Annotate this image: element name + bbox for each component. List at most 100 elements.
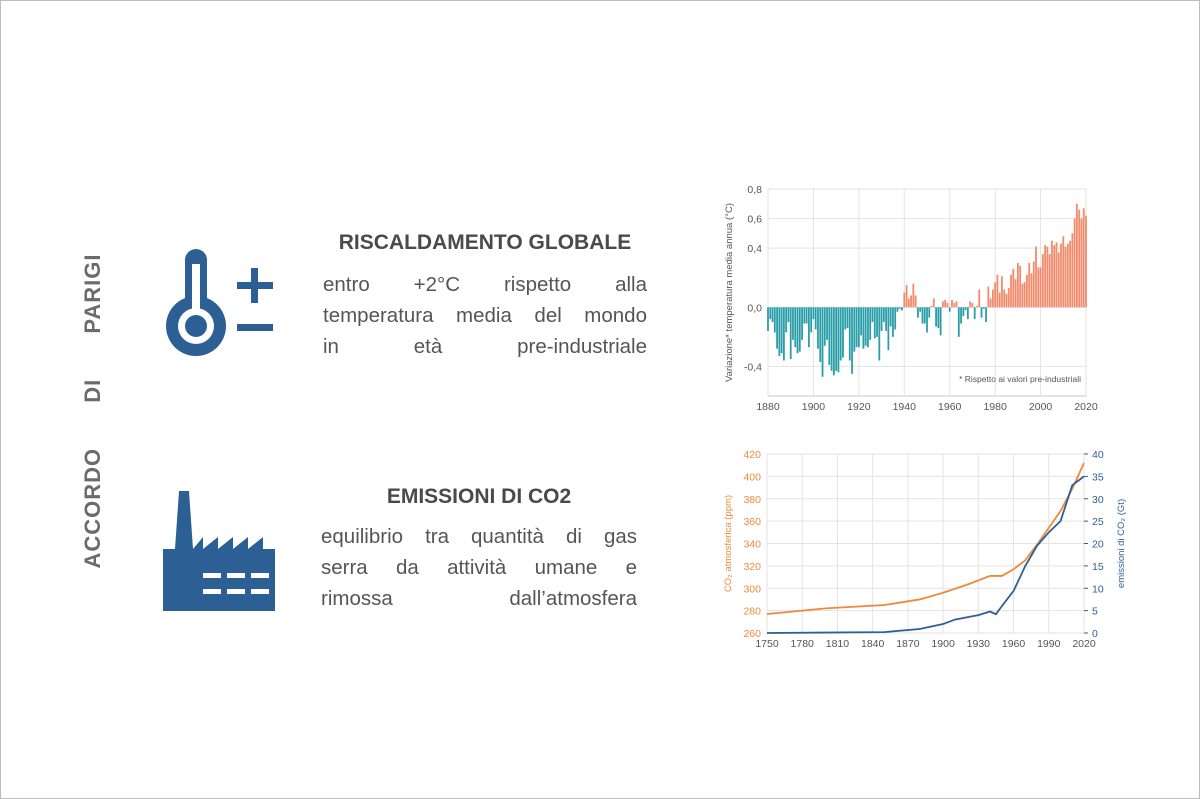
bar <box>896 307 899 312</box>
bar <box>921 307 924 324</box>
bar <box>767 307 769 331</box>
text-line: serra da attività umane e <box>321 556 637 579</box>
bar <box>962 307 965 317</box>
bar <box>944 299 947 308</box>
x-tick-label: 2020 <box>1074 401 1098 413</box>
bar <box>787 307 790 323</box>
bar <box>769 307 772 320</box>
bar <box>1037 267 1040 308</box>
section-text: entro +2°C rispetto alla temperatura med… <box>323 269 647 362</box>
bar <box>887 307 890 351</box>
bar <box>937 307 940 328</box>
y-tick-label: -0,4 <box>744 361 762 373</box>
bar <box>960 307 962 324</box>
x-tick-label: 1780 <box>791 638 815 650</box>
bar <box>1030 273 1033 308</box>
y-axis-label: Variazione* temperatura media annua (°C) <box>724 203 735 382</box>
bar <box>869 307 872 340</box>
annotation: * Rispetto ai valori pre-industriali <box>959 374 1081 384</box>
bar <box>817 307 819 349</box>
bar <box>941 301 944 308</box>
bar <box>812 307 815 320</box>
text-line: in età pre-industriale <box>323 335 647 358</box>
bar <box>980 307 983 318</box>
bar <box>928 307 931 318</box>
bar <box>1053 245 1056 308</box>
y-tick-label: 420 <box>743 449 761 461</box>
x-tick-label: 2020 <box>1072 638 1096 650</box>
bar <box>1014 279 1017 308</box>
bar <box>867 307 869 348</box>
bar <box>773 307 776 333</box>
bar <box>792 307 794 340</box>
bar <box>823 307 826 346</box>
bar <box>846 307 849 328</box>
bar <box>1039 267 1042 308</box>
x-tick-label: 1870 <box>896 638 920 650</box>
bar <box>917 307 919 318</box>
y2-tick-label: 40 <box>1092 449 1104 461</box>
bar <box>771 307 774 323</box>
bar <box>919 307 922 312</box>
bar <box>803 307 806 324</box>
y-tick-label: 0,8 <box>747 184 762 196</box>
bar <box>889 307 892 327</box>
bar <box>848 307 851 361</box>
bar <box>1023 282 1026 308</box>
y2-axis-label: emissioni di CO₂ (Gt) <box>1116 499 1127 588</box>
bar <box>1048 254 1051 308</box>
bar <box>1057 252 1060 308</box>
bar <box>814 307 817 330</box>
line-series <box>766 475 1085 634</box>
bar <box>871 307 874 323</box>
bar <box>910 295 913 308</box>
text-line: equilibrio tra quantità di gas <box>321 525 637 548</box>
bar <box>857 307 860 348</box>
bar <box>1082 208 1085 308</box>
bar <box>935 307 937 327</box>
bar <box>985 307 987 323</box>
bar <box>991 289 994 308</box>
bar <box>955 301 958 308</box>
bar <box>1028 262 1031 308</box>
bar <box>894 307 897 330</box>
text-line: entro +2°C rispetto alla <box>323 273 647 296</box>
bar <box>830 307 833 371</box>
bar <box>903 292 906 308</box>
bar <box>810 307 813 333</box>
bar <box>880 307 883 331</box>
bar <box>978 289 981 308</box>
y-tick-label: 380 <box>743 494 761 506</box>
text-line: temperatura media del mondo <box>323 304 647 327</box>
thermometer-icon <box>166 249 273 356</box>
bar <box>1055 242 1058 308</box>
bar <box>821 307 824 377</box>
factory-icon <box>163 491 275 611</box>
bar <box>842 307 844 358</box>
y2-tick-label: 35 <box>1092 471 1104 483</box>
bar <box>826 307 828 340</box>
x-tick-label: 2000 <box>1029 401 1053 413</box>
bar <box>1076 203 1078 308</box>
y-tick-label: 360 <box>743 516 761 528</box>
bar <box>832 307 835 376</box>
bar <box>957 307 960 337</box>
bar <box>1051 240 1053 308</box>
y-tick-label: 0,4 <box>747 243 762 255</box>
y2-tick-label: 5 <box>1092 606 1098 618</box>
bar <box>892 307 894 337</box>
bar <box>855 307 858 348</box>
x-tick-label: 1920 <box>847 401 871 413</box>
bar <box>860 307 863 336</box>
bar <box>1044 245 1047 308</box>
bar <box>780 307 783 354</box>
bar <box>932 298 935 308</box>
section-title: RISCALDAMENTO GLOBALE <box>338 231 632 254</box>
bar <box>862 307 865 349</box>
x-tick-label: 1900 <box>931 638 955 650</box>
bar <box>835 307 838 371</box>
bar <box>1012 268 1015 308</box>
bar <box>953 302 956 308</box>
